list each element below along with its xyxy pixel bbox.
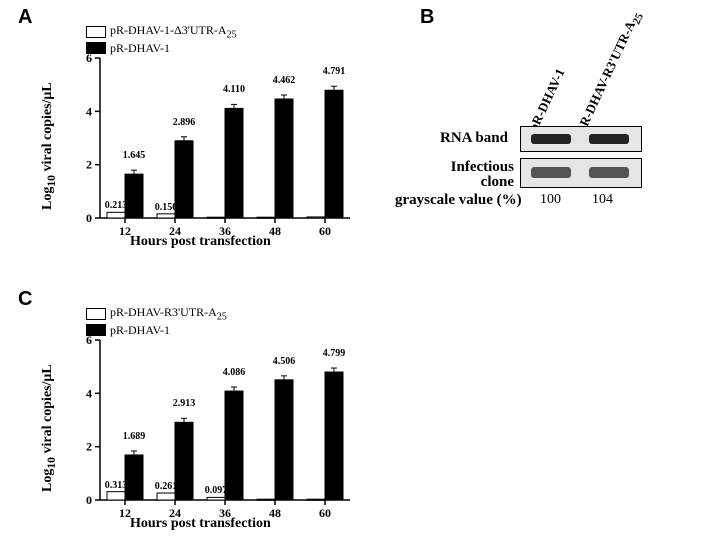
panel-b-lane0: pR-DHAV-1 (525, 66, 568, 134)
panel-c-ylabel: Log10 viral copies/μL (40, 364, 58, 492)
svg-text:0: 0 (86, 211, 92, 225)
bar-value-label: 4.086 (223, 367, 246, 378)
bar-value-label: 1.645 (123, 150, 146, 161)
panel-b-gray-0: 100 (540, 192, 561, 208)
legend-swatch-white (86, 26, 106, 38)
legend-swatch-white-c (86, 308, 106, 320)
bar-value-label: 0.156 (155, 202, 178, 213)
bar-value-label: 4.506 (273, 356, 296, 367)
panel-a-xlabel: Hours post transfection (130, 234, 271, 250)
bar-value-label: 4.110 (223, 84, 245, 95)
bar-value-label: 4.799 (323, 348, 346, 359)
panel-a-legend: pR-DHAV-1-Δ3'UTR-A25 pR-DHAV-1 (86, 24, 237, 56)
legend-a-series1: pR-DHAV-1 (110, 41, 170, 56)
bar-value-label: 2.896 (173, 117, 196, 128)
sub25c: 25 (217, 312, 227, 323)
panel-c-label: C (18, 288, 32, 311)
bar-value-label: 1.689 (123, 431, 146, 442)
legend-c-series1: pR-DHAV-1 (110, 323, 170, 338)
panel-b-box-ic (520, 158, 642, 188)
panel-b-lane1: pR-DHAV-R3'UTR-A25 (573, 9, 646, 137)
legend-swatch-black-c (86, 324, 106, 336)
svg-text:2: 2 (86, 440, 92, 454)
sub25: 25 (227, 30, 237, 41)
bar-value-label: 0.261 (155, 481, 178, 492)
panel-b-label: B (420, 6, 434, 29)
bar-value-label: 2.913 (173, 398, 196, 409)
panel-b-row0-label: RNA band (440, 130, 508, 147)
svg-text:0: 0 (86, 493, 92, 507)
sub25b: 25 (631, 12, 646, 27)
panel-c-legend: pR-DHAV-R3'UTR-A25 pR-DHAV-1 (86, 306, 227, 338)
bar-value-label: 0.313 (105, 480, 128, 491)
panel-b-band-rna-0 (531, 134, 571, 144)
bar-value-label: 0.097 (205, 485, 228, 496)
svg-text:60: 60 (319, 506, 331, 520)
sub10: 10 (45, 175, 58, 187)
svg-text:4: 4 (86, 104, 92, 118)
panel-b-gray-1: 104 (592, 192, 613, 208)
panel-b-row1-label: Infectiousclone (444, 160, 514, 190)
legend-a-series0: pR-DHAV-1-Δ3'UTR-A25 (110, 23, 237, 40)
legend-swatch-black (86, 42, 106, 54)
svg-text:4: 4 (86, 386, 92, 400)
panel-b-grayscale-caption: grayscale value (%) (395, 192, 522, 209)
sub10c: 10 (45, 457, 58, 469)
panel-a-ylabel: Log10 viral copies/μL (40, 82, 58, 210)
svg-text:60: 60 (319, 224, 331, 238)
panel-b-box-rna (520, 126, 642, 152)
panel-c-xlabel: Hours post transfection (130, 516, 271, 532)
panel-b-band-ic-0 (531, 167, 571, 178)
panel-b-band-rna-1 (589, 134, 629, 144)
bar-value-label: 4.462 (273, 75, 296, 86)
panel-a-label: A (18, 6, 32, 29)
legend-c-series0: pR-DHAV-R3'UTR-A25 (110, 305, 227, 322)
svg-text:2: 2 (86, 158, 92, 172)
bar-value-label: 4.791 (323, 66, 346, 77)
panel-b-band-ic-1 (589, 167, 629, 178)
bar-value-label: 0.213 (105, 200, 128, 211)
